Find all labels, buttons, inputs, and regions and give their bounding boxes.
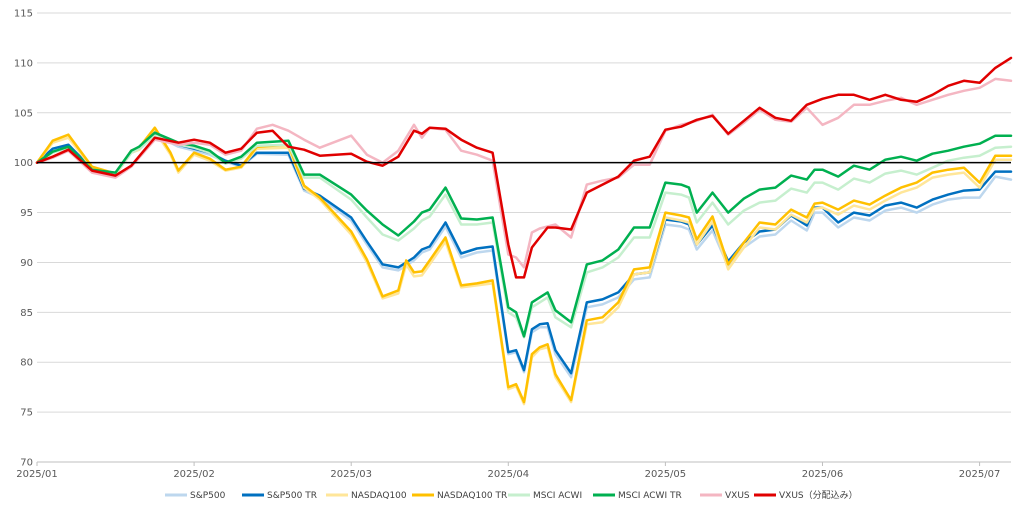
y-tick-label: 85 (20, 308, 33, 319)
legend: S&P500 S&P500 TR NASDAQ100 NASDAQ100 TR MSCI… (165, 490, 858, 501)
legend-label: NASDAQ100 (351, 491, 407, 501)
series-line-5 (35, 131, 1013, 338)
x-tick-label: 2025/04 (488, 469, 530, 480)
series-line-7 (35, 56, 1013, 279)
x-tick-label: 2025/02 (173, 469, 215, 480)
legend-label: S&P500 TR (267, 491, 317, 501)
legend-label: MSCI ACWI TR (618, 491, 682, 501)
y-tick-label: 80 (20, 358, 33, 369)
y-tick-label: 100 (14, 158, 33, 169)
x-axis-ticks: 2025/01 2025/02 2025/03 2025/04 2025/05 2025/… (16, 462, 1000, 480)
y-tick-label: 115 (14, 9, 33, 20)
y-tick-label: 90 (20, 258, 33, 269)
x-tick-label: 2025/01 (16, 469, 58, 480)
x-tick-label: 2025/07 (959, 469, 1001, 480)
y-tick-label: 70 (20, 458, 33, 469)
legend-label: MSCI ACWI (533, 491, 582, 501)
y-axis-ticks: 70 75 80 85 90 95 100 105 110 115 (14, 9, 33, 469)
gridlines (37, 12, 1011, 463)
y-tick-label: 110 (14, 58, 33, 69)
x-tick-label: 2025/06 (802, 469, 844, 480)
series-line-6 (35, 77, 1013, 269)
legend-label: VXUS（分配込み） (779, 490, 858, 501)
legend-label: S&P500 (190, 491, 226, 501)
x-tick-label: 2025/05 (645, 469, 687, 480)
x-tick-label: 2025/03 (330, 469, 372, 480)
legend-label: VXUS (725, 491, 750, 501)
y-tick-label: 75 (20, 408, 33, 419)
series-line-3 (35, 126, 1013, 404)
y-tick-label: 95 (20, 208, 33, 219)
legend-label: NASDAQ100 TR (437, 491, 507, 501)
y-tick-label: 105 (14, 108, 33, 119)
